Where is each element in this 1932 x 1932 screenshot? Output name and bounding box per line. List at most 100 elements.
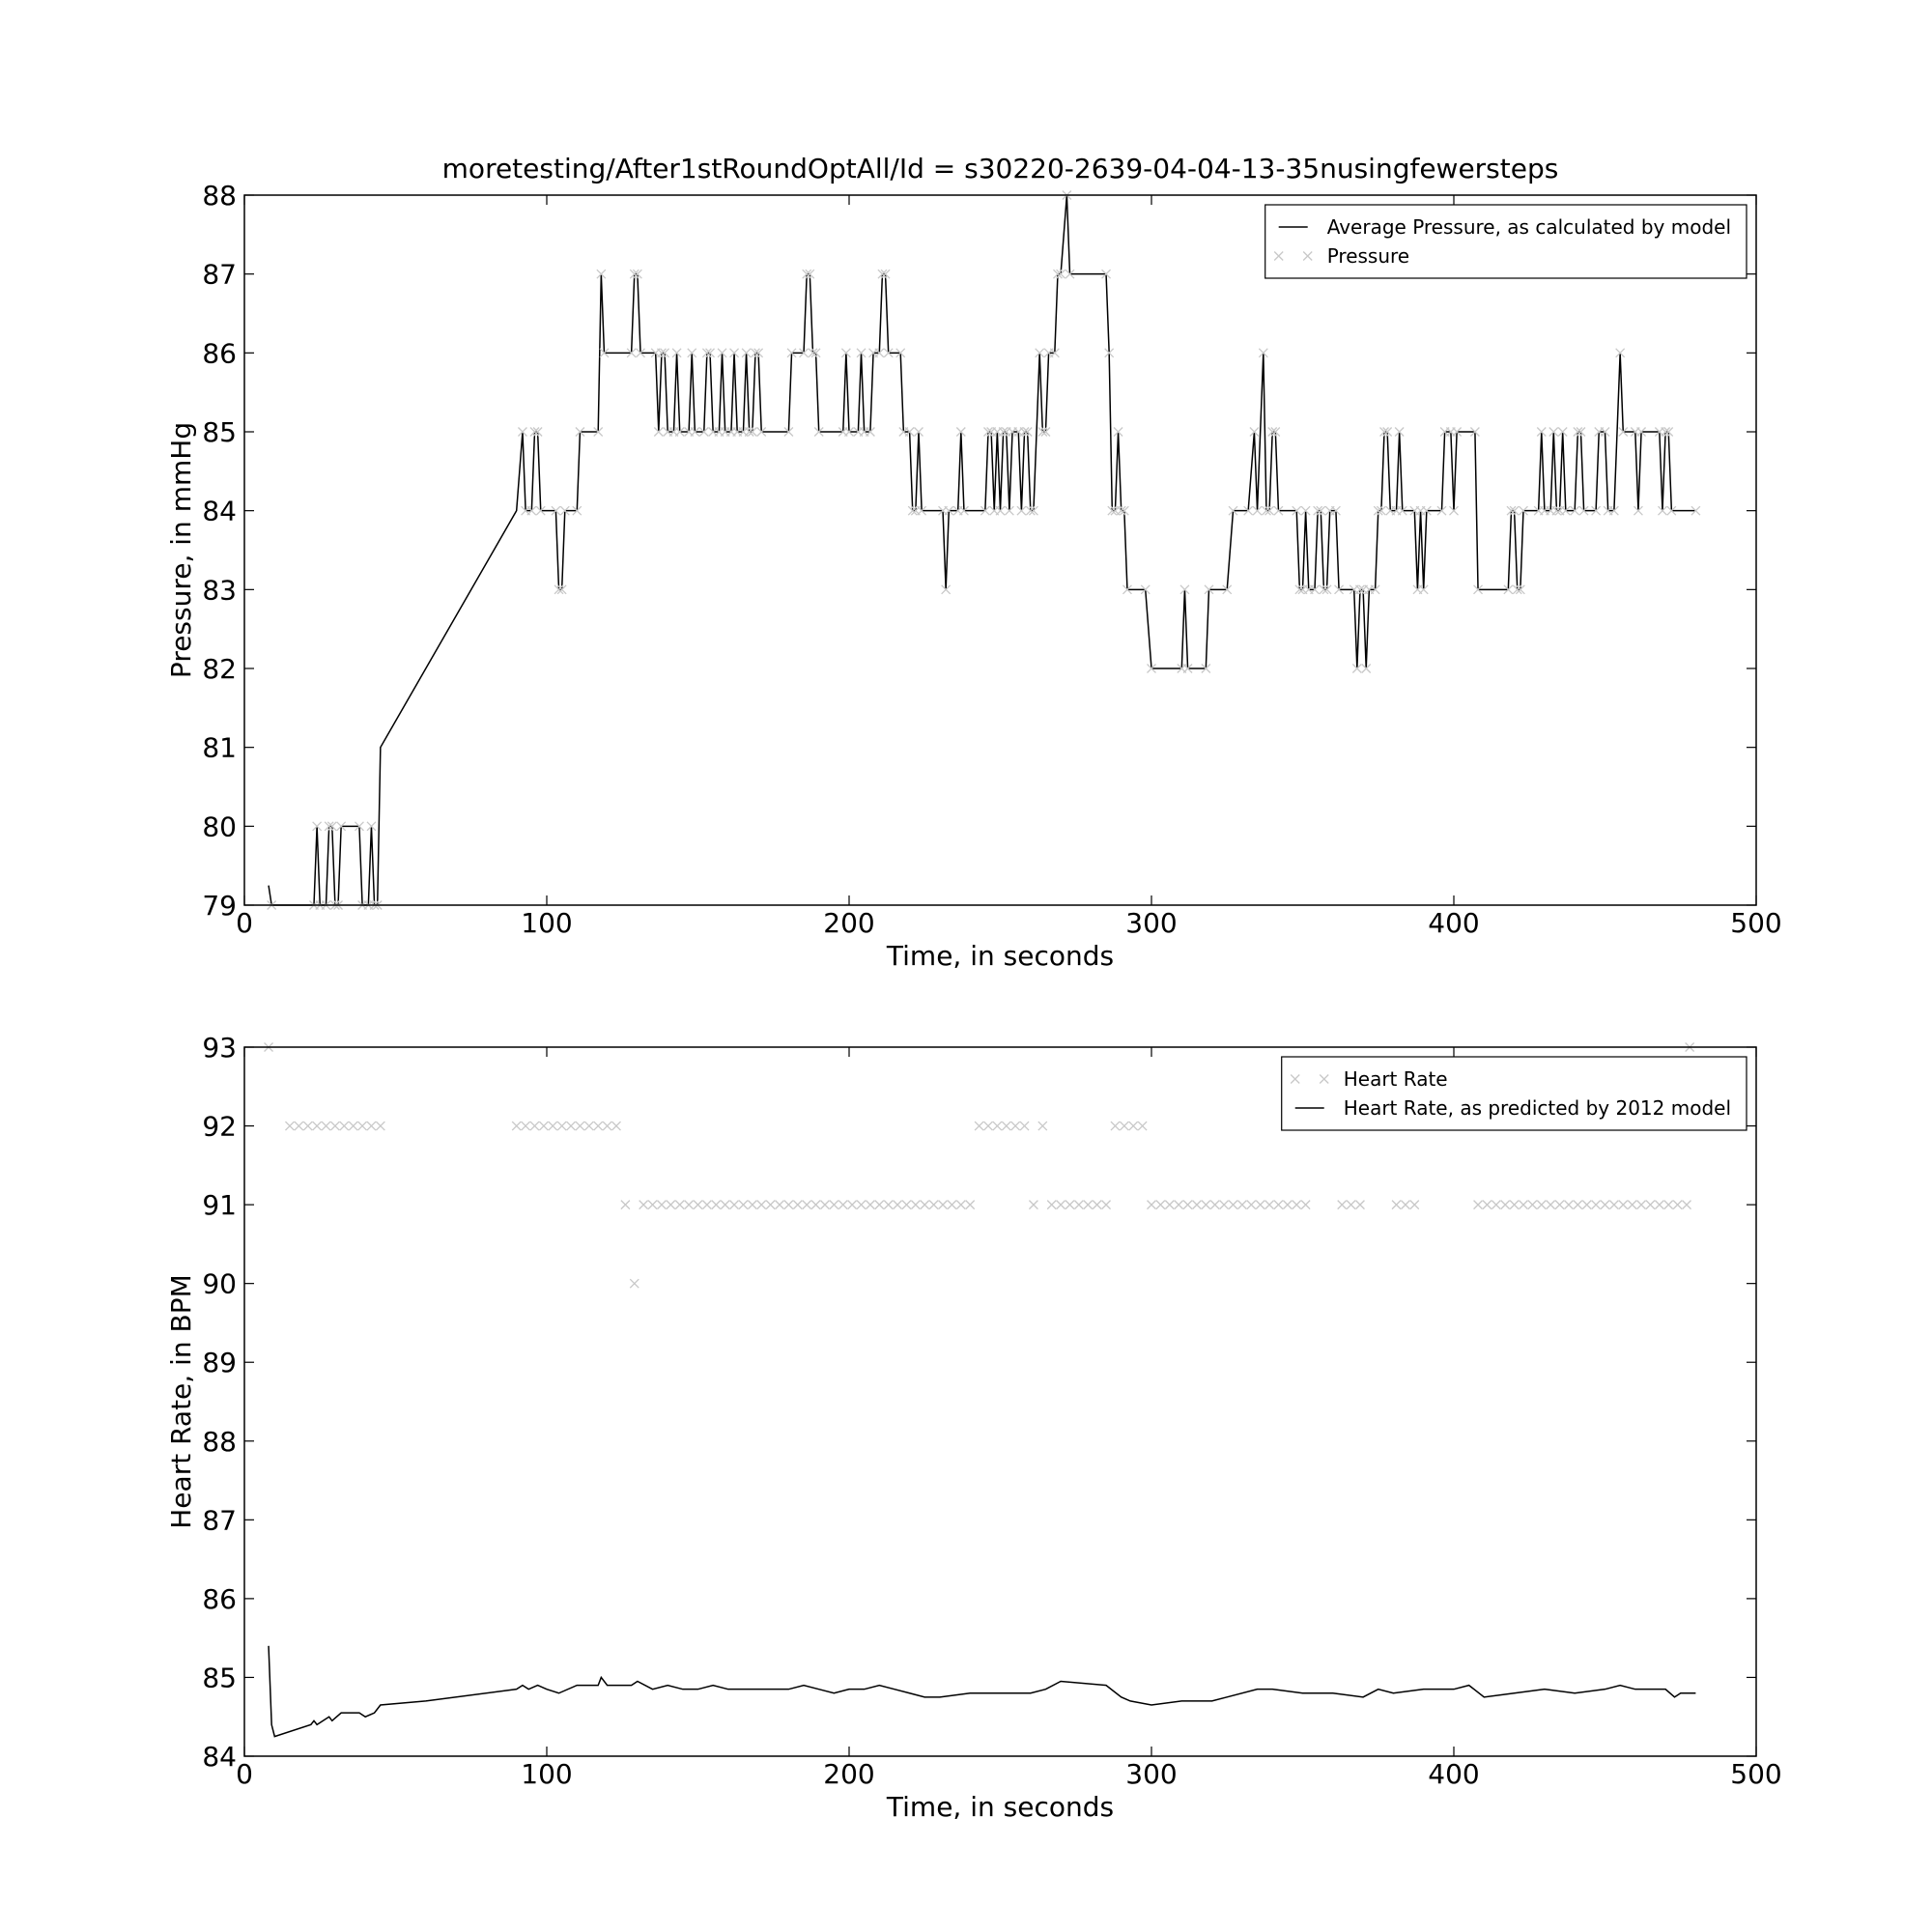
- data-point: [1046, 1200, 1057, 1210]
- data-point: [339, 1121, 350, 1131]
- data-point: [1418, 584, 1429, 595]
- data-point: [983, 1121, 993, 1131]
- data-point: [1147, 1200, 1156, 1210]
- data-point: [1500, 1200, 1511, 1210]
- data-point: [596, 269, 607, 279]
- data-point: [717, 348, 727, 358]
- legend-swatch: [1319, 1074, 1329, 1084]
- data-point: [698, 427, 709, 437]
- data-point: [1491, 1200, 1501, 1210]
- data-point: [1473, 584, 1483, 595]
- data-point: [1037, 1121, 1048, 1131]
- data-point: [1270, 427, 1281, 437]
- data-point: [1321, 584, 1332, 595]
- data-point: [944, 505, 954, 516]
- y-tick-label: 84: [202, 496, 237, 527]
- data-point: [1182, 1200, 1193, 1210]
- data-point: [532, 427, 543, 437]
- data-point: [1334, 584, 1345, 595]
- data-point: [729, 1200, 740, 1210]
- data-point: [1337, 1200, 1348, 1210]
- data-point: [1661, 427, 1671, 437]
- data-point: [874, 348, 885, 358]
- data-point: [336, 821, 347, 832]
- data-point: [1065, 269, 1075, 279]
- data-point: [901, 1200, 912, 1210]
- data-point: [765, 1200, 776, 1210]
- data-point: [1536, 427, 1547, 437]
- data-point: [1282, 1200, 1293, 1210]
- data-point: [941, 584, 952, 595]
- data-point: [1258, 348, 1268, 358]
- data-point: [1140, 584, 1151, 595]
- data-point: [572, 505, 582, 516]
- y-tick-label: 83: [202, 574, 237, 606]
- y-tick-label: 81: [202, 732, 237, 764]
- data-point: [1128, 1121, 1139, 1131]
- data-point: [1228, 505, 1238, 516]
- data-point: [1645, 1200, 1656, 1210]
- data-point: [756, 1200, 767, 1210]
- plot-area: [264, 1042, 1701, 1738]
- data-point: [671, 348, 682, 358]
- data-point: [1016, 505, 1027, 516]
- data-point: [1346, 1200, 1356, 1210]
- legend-label: Heart Rate: [1344, 1067, 1448, 1091]
- data-point: [1527, 1200, 1538, 1210]
- data-point: [741, 348, 752, 358]
- data-point: [753, 348, 764, 358]
- data-point: [1690, 505, 1701, 516]
- data-point: [856, 1200, 867, 1210]
- data-point: [329, 1121, 340, 1131]
- y-tick-label: 85: [202, 1662, 237, 1693]
- data-point: [1236, 1200, 1247, 1210]
- data-point: [348, 1121, 358, 1131]
- y-tick-label: 91: [202, 1189, 237, 1221]
- data-point: [907, 505, 918, 516]
- data-point: [955, 427, 966, 437]
- data-point: [1379, 427, 1389, 437]
- data-point: [1376, 505, 1386, 516]
- data-point: [955, 1200, 966, 1210]
- data-point: [1056, 1200, 1066, 1210]
- data-point: [1246, 1200, 1257, 1210]
- data-point: [880, 269, 891, 279]
- data-point: [1119, 505, 1129, 516]
- data-point: [1636, 427, 1647, 437]
- data-point: [974, 1121, 984, 1131]
- data-point: [583, 1121, 594, 1131]
- x-tick-label: 300: [1125, 907, 1177, 939]
- data-point: [312, 821, 323, 832]
- data-point: [1663, 1200, 1674, 1210]
- data-point: [629, 269, 639, 279]
- data-point: [1056, 269, 1066, 279]
- y-tick-label: 79: [202, 890, 237, 922]
- data-point: [904, 427, 915, 437]
- data-point: [705, 348, 715, 358]
- data-point: [518, 427, 527, 437]
- data-point: [893, 1200, 903, 1210]
- chart: moretesting/After1stRoundOptAll/Id = s30…: [165, 153, 1782, 972]
- data-point: [1554, 1200, 1565, 1210]
- data-point: [747, 427, 757, 437]
- data-point: [1316, 505, 1326, 516]
- series-line: [268, 1645, 1696, 1738]
- data-point: [805, 269, 815, 279]
- data-point: [1104, 348, 1115, 358]
- data-point: [1255, 1200, 1265, 1210]
- y-tick-label: 88: [202, 1426, 237, 1458]
- data-point: [1563, 1200, 1574, 1210]
- data-point: [611, 1121, 621, 1131]
- data-point: [813, 427, 824, 437]
- data-point: [786, 348, 797, 358]
- data-point: [980, 505, 990, 516]
- legend-label: Heart Rate, as predicted by 2012 model: [1344, 1096, 1731, 1120]
- data-point: [1658, 505, 1667, 516]
- data-point: [1191, 1200, 1202, 1210]
- data-point: [593, 427, 604, 437]
- data-point: [1319, 584, 1329, 595]
- data-point: [1001, 1121, 1011, 1131]
- data-point: [829, 1200, 839, 1210]
- data-point: [1570, 505, 1580, 516]
- legend: Average Pressure, as calculated by model…: [1264, 204, 1747, 279]
